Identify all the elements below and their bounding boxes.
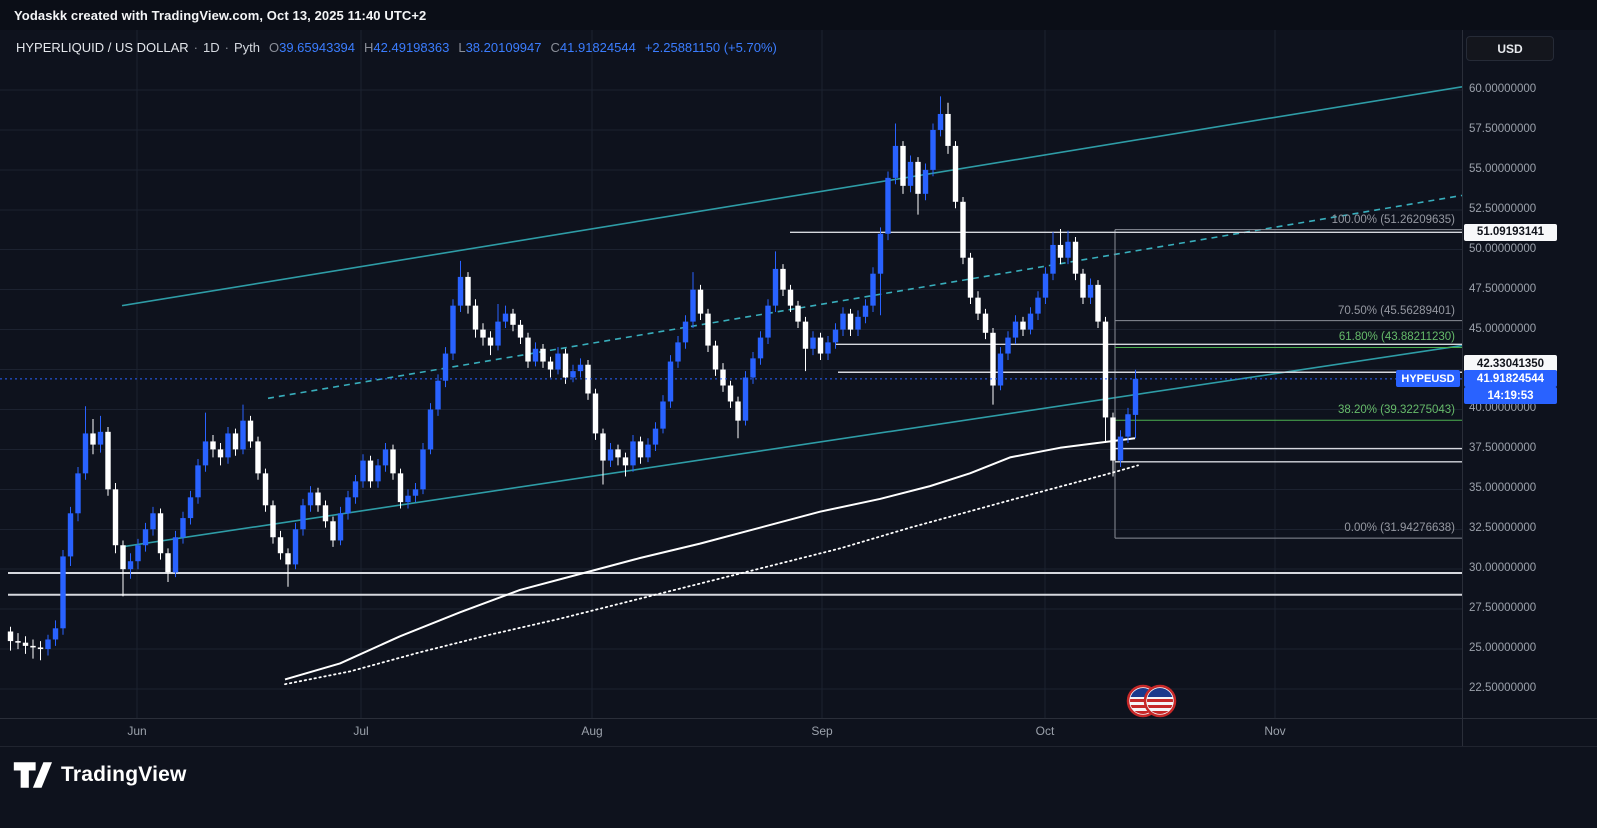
separator-dot: · xyxy=(224,40,229,55)
fib-level-label[interactable]: 70.50% (45.56289401) xyxy=(1337,304,1455,317)
price-tick-label: 30.00000000 xyxy=(1469,562,1537,575)
high-value: 42.49198363 xyxy=(373,40,450,55)
price-tick-label: 45.00000000 xyxy=(1469,322,1537,335)
price-tick-label: 22.50000000 xyxy=(1469,681,1537,694)
close-key: C xyxy=(550,40,560,55)
tradingview-logo[interactable]: TradingView xyxy=(12,757,187,793)
price-tick-label: 52.50000000 xyxy=(1469,202,1537,215)
tradingview-wordmark: TradingView xyxy=(61,763,187,786)
low-value: 38.20109947 xyxy=(465,40,542,55)
price-tick-label: 50.00000000 xyxy=(1469,242,1537,255)
price-tick-label: 25.00000000 xyxy=(1469,642,1537,655)
close-value: 41.91824544 xyxy=(559,40,636,55)
tradingview-mark xyxy=(13,762,52,788)
price-tick-label: 47.50000000 xyxy=(1469,282,1537,295)
fib-level-label[interactable]: 38.20% (39.32275043) xyxy=(1337,404,1455,417)
price-tick-label: 32.50000000 xyxy=(1469,522,1537,535)
price-line-tag-42[interactable]: 42.33041350 xyxy=(1464,355,1557,373)
parallel-channel[interactable] xyxy=(121,86,1463,548)
last-price-tag: 41.91824544 xyxy=(1464,370,1557,388)
candles xyxy=(7,96,1139,661)
high-key: H xyxy=(364,40,374,55)
fib-retracement[interactable] xyxy=(1114,229,1462,539)
axis-borders xyxy=(0,30,1597,747)
price-tick-label: 37.50000000 xyxy=(1469,442,1537,455)
interval-label[interactable]: 1D xyxy=(203,40,220,55)
time-tick-label: Jun xyxy=(127,724,147,738)
price-tick-label: 57.50000000 xyxy=(1469,122,1537,135)
time-tick-label: Nov xyxy=(1264,724,1286,738)
time-tick-label: Oct xyxy=(1035,724,1055,738)
bar-countdown-tag: 14:19:53 xyxy=(1464,387,1557,405)
price-tick-label: 27.50000000 xyxy=(1469,602,1537,615)
horizontal-price-lines[interactable] xyxy=(8,231,1462,596)
time-tick-label: Aug xyxy=(581,724,603,738)
attribution-bar: Yodaskk created with TradingView.com, Oc… xyxy=(0,0,1597,30)
open-key: O xyxy=(268,40,280,55)
price-line-tag-51[interactable]: 51.09193141 xyxy=(1464,223,1557,241)
price-tick-label: 55.00000000 xyxy=(1469,162,1537,175)
price-tick-label: 35.00000000 xyxy=(1469,482,1537,495)
time-tick-label: Sep xyxy=(811,724,833,738)
attribution-text: Yodaskk created with TradingView.com, Oc… xyxy=(14,7,427,23)
separator-dot: · xyxy=(193,40,198,55)
price-tick-label: 40.00000000 xyxy=(1469,402,1537,415)
fib-level-label[interactable]: 61.80% (43.88211230) xyxy=(1338,331,1455,344)
fib-level-label[interactable]: 0.00% (31.94276638) xyxy=(1344,522,1455,535)
ma-solid[interactable] xyxy=(284,437,1136,681)
time-tick-label: Jul xyxy=(353,724,369,738)
data-source-label[interactable]: Pyth xyxy=(233,40,260,55)
ma-dotted[interactable] xyxy=(284,464,1139,686)
chart-legend[interactable]: HYPERLIQUID / US DOLLAR · 1D · Pyth O39.65943… xyxy=(16,40,777,55)
grid-lines xyxy=(0,30,1462,718)
symbol-price-flag[interactable]: HYPEUSD xyxy=(1396,370,1460,388)
open-value: 39.65943394 xyxy=(279,40,356,55)
fib-level-label[interactable]: 100.00% (51.26209635) xyxy=(1331,213,1455,226)
sticker-badge xyxy=(1126,684,1177,718)
change-value: +2.25881150 (+5.70%) xyxy=(644,40,777,55)
price-tick-label: 60.00000000 xyxy=(1469,83,1537,95)
currency-toggle-button[interactable]: USD xyxy=(1466,36,1554,61)
low-key: L xyxy=(458,40,466,55)
symbol-name[interactable]: HYPERLIQUID / US DOLLAR xyxy=(16,40,189,55)
